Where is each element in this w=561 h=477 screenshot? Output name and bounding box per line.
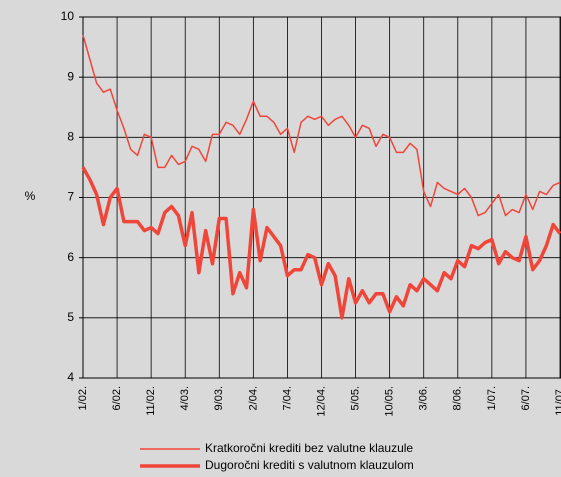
y-tick-label: 7 — [67, 190, 74, 204]
x-tick-label: 8/06. — [452, 386, 464, 410]
y-tick-label: 6 — [67, 250, 74, 264]
line-series — [82, 34, 561, 217]
y-tick-label: 8 — [67, 130, 74, 144]
x-tick-label: 7/04. — [281, 386, 293, 410]
x-tick-label: 1/02. — [77, 386, 89, 410]
x-tick-label: 10/05. — [384, 386, 396, 417]
x-tick-label: 11/02. — [145, 386, 157, 416]
x-tick-label: 3/06. — [418, 386, 430, 410]
y-tick-label: 10 — [61, 9, 75, 23]
x-tick-label: 6/02. — [111, 386, 123, 410]
line-series — [81, 166, 561, 320]
x-tick-label: 6/07. — [520, 386, 532, 410]
x-tick-label: 1/07. — [486, 386, 498, 410]
y-tick-label: 4 — [67, 370, 74, 384]
y-tick-label: 5 — [67, 310, 74, 324]
legend-label: Dugoročni krediti s valutnom klauzulom — [205, 458, 414, 472]
x-tick-label: 2/04. — [247, 386, 259, 410]
x-tick-label: 12/04. — [315, 386, 327, 417]
x-tick-label: 9/03. — [213, 386, 225, 410]
x-tick-label: 5/05. — [349, 386, 361, 410]
y-axis-label: % — [25, 189, 36, 203]
x-tick-label: 11/07. — [554, 386, 561, 416]
y-tick-label: 9 — [67, 69, 74, 83]
legend-label: Kratkoročni krediti bez valutne klauzule — [205, 441, 413, 455]
x-tick-label: 4/03. — [179, 386, 191, 410]
